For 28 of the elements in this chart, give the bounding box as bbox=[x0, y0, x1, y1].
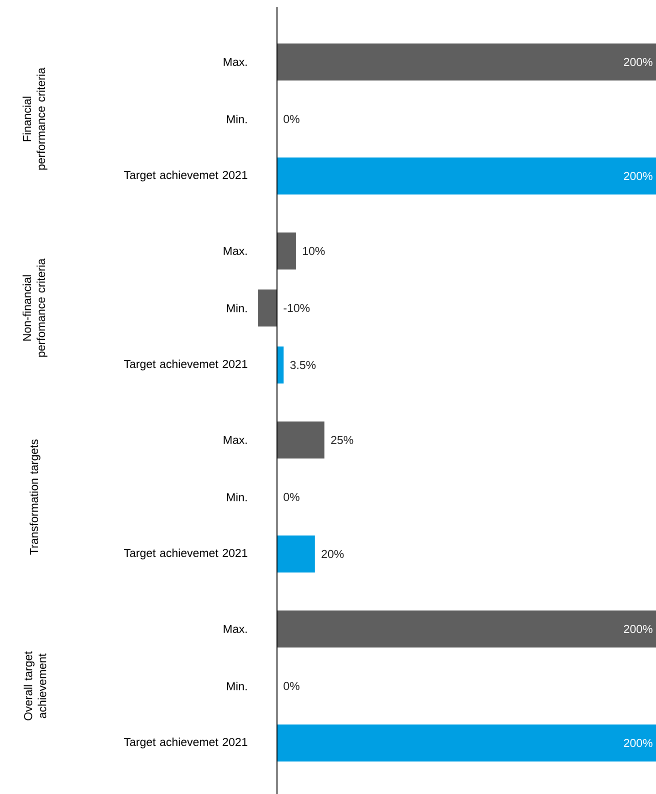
data-label: 25% bbox=[331, 436, 354, 444]
text: Transformation targets bbox=[30, 439, 40, 555]
data-label: 200% bbox=[624, 738, 652, 748]
y-tick-label: Max. bbox=[224, 58, 247, 66]
data-label: 3.5% bbox=[290, 360, 316, 370]
y-tick-label: Target achievemet 2021 bbox=[124, 738, 248, 748]
data-label: 10% bbox=[303, 246, 325, 256]
y-tick-label: Max. bbox=[224, 625, 247, 634]
y-tick-label: Min. bbox=[227, 492, 247, 502]
data-label: 200% bbox=[624, 172, 652, 180]
text: Financial performance criteria bbox=[22, 68, 48, 170]
data-label: -10% bbox=[284, 304, 310, 312]
y-tick-label: Max. bbox=[224, 247, 247, 256]
data-label: 200% bbox=[624, 624, 652, 634]
y-tick-label: Min. bbox=[227, 114, 247, 124]
data-label: 20% bbox=[322, 550, 344, 558]
text: Overall target achievement bbox=[24, 651, 46, 720]
y-tick-label: Min. bbox=[227, 304, 247, 312]
text: Non-financial perfomance criteria bbox=[22, 258, 48, 357]
y-tick-label: Target achievemet 2021 bbox=[124, 548, 248, 560]
data-label: 0% bbox=[284, 114, 300, 124]
data-label: 0% bbox=[284, 492, 300, 502]
y-tick-label: Min. bbox=[227, 682, 247, 690]
y-tick-label: Max. bbox=[224, 436, 247, 444]
y-tick-label: Target achievemet 2021 bbox=[124, 170, 248, 182]
y-tick-label: Target achievemet 2021 bbox=[124, 360, 248, 370]
data-label: 0% bbox=[284, 682, 300, 690]
data-label: 200% bbox=[624, 58, 652, 66]
